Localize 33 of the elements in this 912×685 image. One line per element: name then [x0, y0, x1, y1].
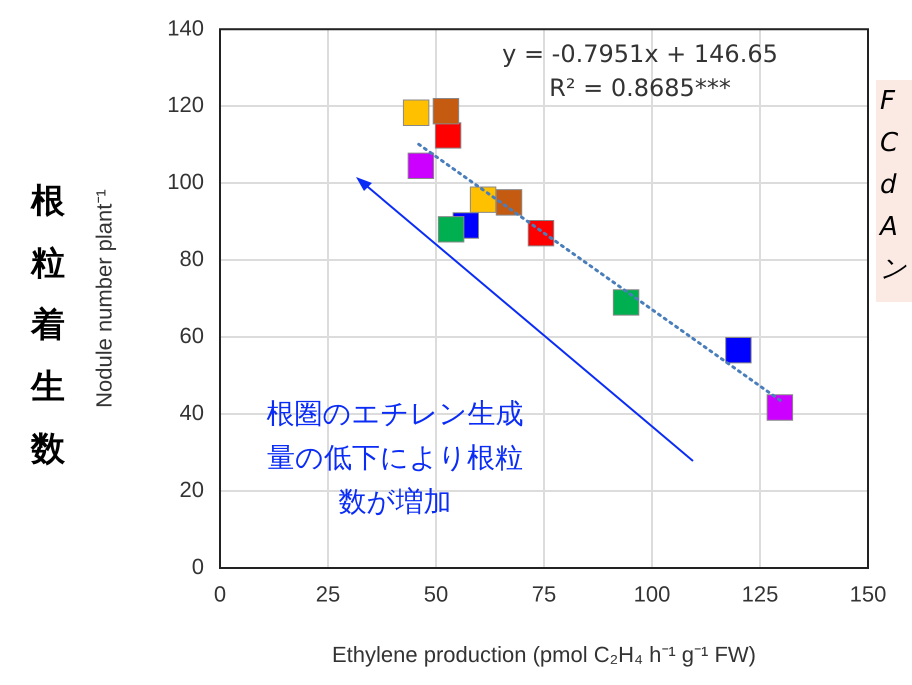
point [438, 216, 464, 243]
y-tick-label: 40 [180, 400, 204, 426]
point [434, 122, 462, 149]
x-axis-title: Ethylene production (pmol C₂H₄ h⁻¹ g⁻¹ FW) [332, 642, 756, 667]
point [528, 220, 554, 246]
x-tick-label: 0 [214, 581, 226, 606]
text: 根粒着生数 [29, 180, 66, 471]
annotation: 根圏のエチレン生成量の低下により根粒数が増加 [266, 396, 524, 520]
point [612, 289, 640, 316]
point [402, 99, 430, 126]
point [432, 98, 460, 124]
point [408, 152, 434, 180]
text: F C d A ン [876, 80, 912, 302]
point [725, 336, 752, 364]
x-tick-label: 50 [424, 581, 448, 606]
y-axis-title: Nodule number plant⁻¹ [91, 189, 116, 408]
point [766, 394, 794, 421]
y-tick-label: 140 [167, 15, 204, 40]
y-tick-label: 20 [180, 477, 204, 502]
x-tick-label: 25 [316, 581, 340, 606]
point [496, 189, 522, 216]
y-tick-label: 0 [192, 554, 204, 580]
x-tick-label: 150 [850, 581, 886, 606]
point [470, 186, 496, 213]
x-tick-label: 75 [532, 581, 556, 606]
x-tick-label: 125 [742, 581, 778, 606]
y-tick-label: 100 [167, 169, 204, 194]
y-tick-label: 80 [180, 246, 204, 272]
y-tick-label: 120 [167, 92, 204, 118]
annotation: R² = 0.8685*** [548, 74, 732, 102]
x-tick-label: 100 [634, 581, 670, 606]
y-tick-label: 60 [180, 323, 204, 348]
annotation: y = -0.7951x + 146.65 [501, 40, 779, 68]
